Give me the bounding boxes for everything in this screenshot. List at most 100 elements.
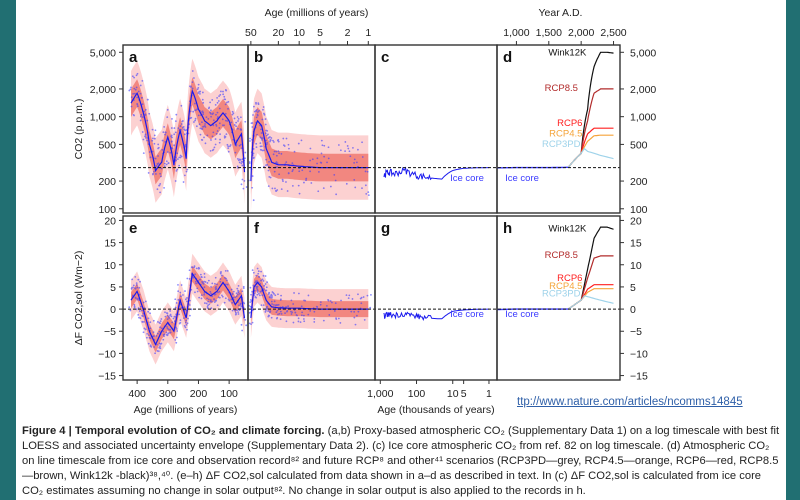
proxy-point [285, 181, 287, 183]
proxy-point [143, 320, 145, 323]
proxy-point [151, 173, 154, 176]
proxy-point [158, 184, 161, 187]
proxy-point [180, 123, 183, 125]
proxy-point [235, 292, 238, 295]
proxy-point [254, 296, 257, 299]
proxy-point [237, 284, 240, 287]
series-label-rcp3pd: RCP3PD [542, 289, 581, 300]
proxy-point [231, 309, 234, 312]
proxy-point [163, 162, 166, 165]
proxy-point [199, 133, 202, 136]
proxy-point [365, 192, 368, 195]
proxy-point [248, 311, 251, 314]
proxy-point [348, 294, 351, 297]
proxy-point [316, 157, 319, 160]
proxy-point [235, 121, 238, 124]
proxy-point [200, 294, 203, 297]
proxy-point [231, 293, 234, 296]
proxy-point [227, 298, 230, 301]
proxy-point [244, 151, 247, 154]
proxy-point [280, 312, 283, 315]
proxy-point [303, 314, 305, 317]
proxy-point [175, 326, 177, 329]
proxy-point [238, 304, 240, 307]
proxy-point [175, 336, 178, 339]
proxy-point [225, 89, 228, 92]
proxy-point [169, 331, 172, 334]
proxy-point [285, 320, 288, 323]
proxy-point [291, 170, 294, 173]
proxy-point [175, 341, 178, 344]
proxy-point [130, 86, 132, 89]
proxy-point [217, 116, 219, 118]
proxy-point [220, 90, 222, 93]
proxy-point [240, 116, 242, 119]
proxy-point [210, 286, 212, 288]
y-tick-label-right: −10 [630, 348, 648, 360]
proxy-point [329, 300, 332, 302]
proxy-point [182, 126, 184, 129]
top-axis-title-age-myr: Age (millions of years) [265, 7, 369, 19]
proxy-point [231, 113, 234, 116]
proxy-point [319, 303, 322, 306]
proxy-point [327, 146, 330, 149]
proxy-point [167, 315, 170, 318]
proxy-point [149, 321, 152, 324]
proxy-point [192, 110, 195, 113]
proxy-point [223, 95, 226, 98]
proxy-point [300, 314, 303, 317]
x-tick-label-bottom: 1 [486, 388, 492, 400]
proxy-point [164, 311, 166, 314]
proxy-point [255, 142, 258, 145]
proxy-point [265, 139, 267, 142]
proxy-point [285, 161, 288, 164]
proxy-point [363, 318, 366, 321]
proxy-point [236, 116, 239, 118]
proxy-point [171, 136, 173, 139]
proxy-point [135, 308, 138, 311]
proxy-point [130, 105, 133, 108]
series-label-rcp85: RCP8.5 [545, 250, 578, 261]
proxy-point [134, 287, 137, 290]
proxy-point [252, 284, 255, 287]
proxy-point [354, 323, 357, 326]
proxy-point [184, 298, 187, 301]
proxy-point [361, 187, 363, 190]
proxy-point [160, 327, 163, 330]
proxy-point [199, 278, 201, 281]
proxy-point [183, 325, 186, 327]
proxy-point [260, 279, 262, 282]
proxy-point [144, 328, 147, 331]
proxy-point [252, 152, 255, 155]
proxy-point [279, 318, 282, 321]
proxy-point [291, 162, 294, 165]
proxy-point [137, 307, 140, 309]
proxy-point [240, 183, 243, 186]
proxy-point [270, 300, 273, 303]
y-tick-label-right: 15 [630, 238, 642, 250]
proxy-point [262, 274, 265, 277]
proxy-point [240, 305, 243, 308]
proxy-point [241, 178, 244, 181]
proxy-point [364, 184, 367, 187]
series-label-rcp3pd: RCP3PD [542, 139, 581, 150]
article-link[interactable]: ttp://www.nature.com/articles/ncomms1484… [517, 396, 743, 408]
proxy-point [185, 319, 188, 322]
proxy-point [251, 186, 254, 189]
proxy-point [269, 139, 272, 141]
proxy-point [186, 322, 189, 325]
proxy-point [265, 308, 268, 311]
proxy-point [286, 190, 289, 192]
proxy-point [167, 332, 170, 335]
y-tick-label-right: −15 [630, 371, 648, 383]
proxy-point [276, 166, 278, 169]
proxy-point [241, 161, 244, 163]
top-axis-title-year: Year A.D. [539, 7, 583, 19]
proxy-point [200, 276, 203, 279]
proxy-point [194, 119, 197, 122]
proxy-point [191, 87, 194, 90]
y-tick-label: 500 [98, 139, 116, 151]
proxy-point [277, 313, 279, 316]
proxy-point [149, 327, 152, 330]
proxy-point [136, 105, 139, 108]
